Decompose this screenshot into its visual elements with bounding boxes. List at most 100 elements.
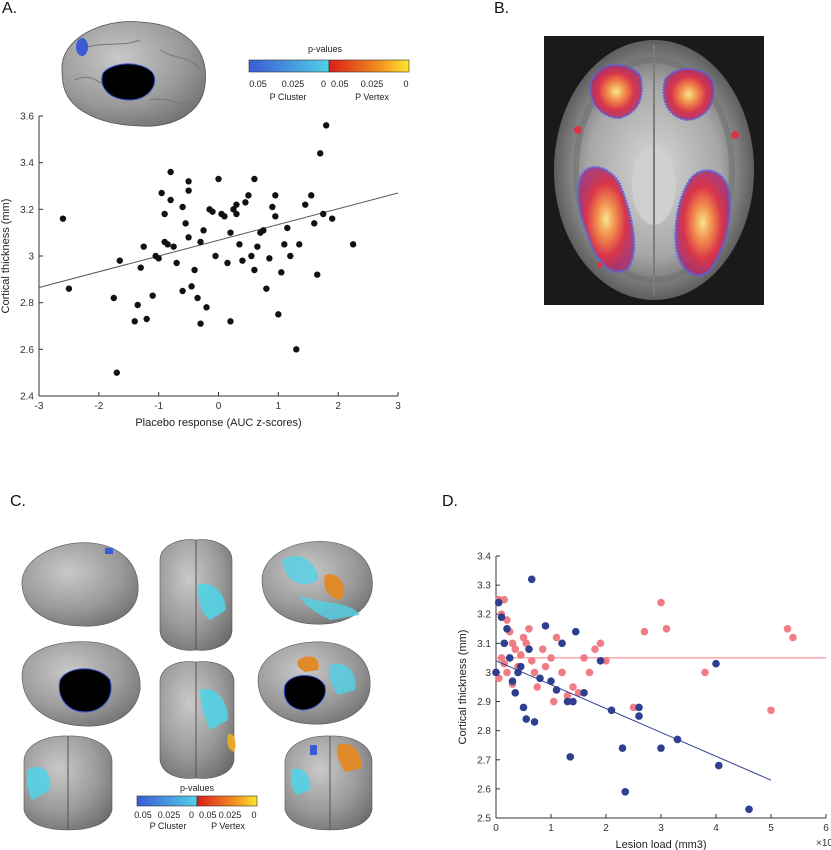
data-point	[538, 645, 547, 653]
data-point	[203, 304, 210, 311]
data-point	[494, 598, 503, 607]
data-point	[519, 633, 528, 642]
data-point	[516, 651, 525, 659]
data-point	[254, 243, 261, 250]
y-tick-label: 3.2	[477, 610, 491, 621]
data-point	[525, 645, 533, 653]
data-point	[272, 192, 279, 199]
colorbar-c-tick-r2: 0	[251, 810, 256, 820]
x-tick-label: 2	[335, 401, 341, 412]
data-point	[571, 627, 580, 636]
data-point	[580, 689, 588, 697]
data-point	[320, 210, 327, 218]
data-point	[536, 674, 544, 683]
data-point	[233, 201, 240, 208]
data-point	[185, 234, 192, 241]
data-point	[152, 252, 159, 260]
data-point	[149, 292, 156, 299]
data-point	[281, 241, 288, 248]
chart-d: 0 1 2 3 4 5 6 2.5 2.6 2.7 2.8 2.9 3 3.1 3.2 3.3 3.4 Lesio…	[457, 552, 831, 850]
x-tick-label: 6	[823, 823, 829, 834]
data-point	[137, 264, 144, 271]
data-point	[657, 598, 665, 607]
data-point	[248, 252, 255, 260]
x-tick-label: 1	[548, 823, 554, 834]
data-point	[272, 213, 279, 220]
chart-a: -3 -2 -1 0 1 2 3 2.4 2.6 2.8 3 3.2 3.4 3.6 Placebo res…	[0, 112, 401, 430]
data-point	[783, 624, 792, 633]
data-point	[167, 168, 174, 176]
x-tick-label: -2	[94, 401, 103, 412]
data-point	[533, 683, 542, 691]
data-point	[574, 689, 583, 697]
y-tick-label: 2.9	[477, 697, 491, 708]
data-point	[230, 206, 237, 213]
data-point	[673, 735, 682, 744]
data-point	[767, 706, 775, 715]
data-point	[221, 213, 228, 220]
data-point	[580, 654, 588, 662]
data-point	[712, 659, 720, 668]
data-point	[569, 697, 577, 706]
data-point	[328, 215, 336, 222]
colorbar-a-tick-l1: 0.025	[282, 79, 305, 89]
y-tick-label: 3.4	[20, 158, 34, 169]
data-point	[164, 241, 171, 248]
data-point	[131, 318, 138, 325]
data-point	[110, 294, 117, 302]
y-axis-label: Cortical thickness (mm)	[0, 199, 12, 314]
panel-letter-a: A.	[2, 0, 18, 17]
data-point	[503, 624, 511, 633]
data-point	[113, 369, 120, 376]
x-tick-label: 0	[216, 401, 222, 412]
panel-letter-d: D.	[442, 493, 458, 510]
data-point	[525, 624, 533, 633]
data-point	[251, 266, 258, 274]
colorbar-a-tick-r0: 0.05	[331, 79, 349, 89]
y-tick-label: 3.2	[20, 205, 34, 216]
data-point	[511, 645, 520, 653]
colorbar-a-tick-l0: 0.05	[249, 79, 267, 89]
data-point	[629, 703, 638, 712]
data-point	[701, 668, 709, 677]
data-point	[497, 613, 506, 621]
data-point	[269, 203, 276, 211]
x-tick-label: 0	[493, 823, 499, 834]
data-point	[140, 243, 147, 250]
data-point	[239, 257, 246, 264]
y-tick-label: 3.3	[477, 581, 491, 592]
data-point	[161, 210, 168, 218]
data-point	[167, 196, 174, 204]
data-point	[212, 252, 219, 260]
y-tick-label: 3.1	[477, 639, 491, 650]
data-point	[500, 639, 509, 648]
data-point	[541, 622, 550, 630]
data-point	[209, 208, 216, 215]
data-point	[233, 210, 240, 218]
x-tick-label: 2	[603, 823, 609, 834]
colorbar-c-right-label: P Vertex	[211, 821, 245, 831]
data-point	[158, 189, 165, 197]
y-tick-label: 2.8	[477, 726, 491, 737]
data-point	[563, 691, 572, 700]
data-point	[302, 201, 309, 208]
colorbar-c-tick-r1: 0.025	[219, 810, 242, 820]
data-point	[317, 150, 324, 157]
data-point	[527, 575, 536, 584]
data-point	[591, 645, 599, 653]
data-point	[275, 311, 282, 318]
data-point	[789, 633, 797, 642]
data-point	[621, 788, 630, 796]
data-point	[541, 662, 550, 671]
data-point	[508, 639, 517, 648]
data-point	[182, 220, 189, 227]
data-point	[508, 677, 517, 685]
data-point	[585, 668, 594, 677]
panel-a-brain-image	[61, 21, 206, 127]
data-point	[566, 753, 575, 761]
data-point	[242, 199, 249, 206]
data-point	[503, 668, 511, 677]
x-multiplier-label: ×10^4	[816, 838, 831, 849]
data-point	[197, 238, 204, 246]
x-tick-label: 5	[768, 823, 774, 834]
